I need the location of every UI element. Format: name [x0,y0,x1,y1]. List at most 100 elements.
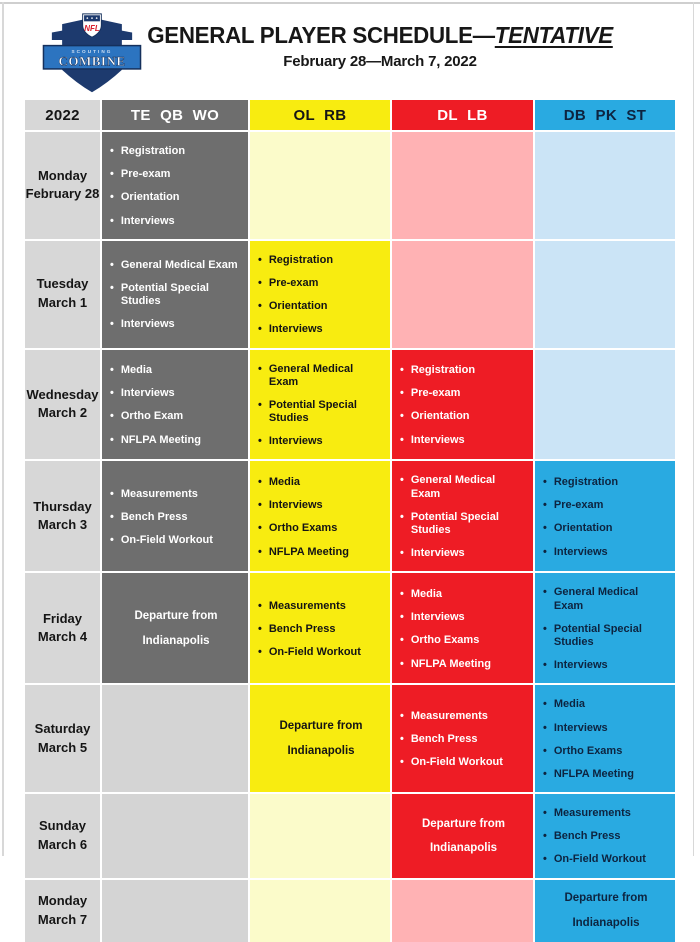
schedule-cell-dl_lb [392,132,533,239]
schedule-item-label: Registration [120,145,186,157]
bullet-icon [543,722,547,735]
date-cell: Wednesday March 2 [25,349,100,460]
schedule-item: General Medical Exam [400,474,527,500]
date-cell: Sunday March 6 [25,794,100,878]
schedule-item-label: Interviews [268,323,323,336]
bullet-icon [400,511,404,524]
schedule-item: Orientation [258,300,384,313]
schedule-item: Pre-exam [543,499,669,512]
schedule-item: General Medical Exam [110,259,242,272]
schedule-item-label: NFLPA Meeting [120,433,201,446]
bullet-icon [400,474,404,487]
bullet-icon [400,387,404,400]
schedule-item-label: Ortho Exam [120,410,184,423]
bullet-icon [258,277,262,290]
schedule-cell-ol_rb: Media Interviews Ortho Exams NFLPA Meeting [250,461,390,572]
nfl-combine-logo: SCOUTING COMBINE NFL [42,13,142,93]
date-day-label: Sunday [39,818,86,833]
bullet-icon [400,410,404,423]
bullet-icon [258,476,262,489]
page: SCOUTING COMBINE NFL GENERAL PLAYER SCHE… [0,0,700,858]
schedule-item-label: Pre-exam [120,168,171,181]
bullet-icon [110,488,114,501]
schedule-item-label: Interviews [268,435,323,448]
schedule-item-label: Registration [553,476,619,489]
schedule-item-label: Potential Special Studies [268,398,357,425]
schedule-item: Registration [543,476,669,489]
date-day-label: Tuesday [36,276,89,292]
date-value-label: March 2 [37,405,88,421]
page-subtitle: February 28—March 7, 2022 [283,53,477,70]
bullet-icon [110,410,114,423]
schedule-item: Registration [400,364,527,377]
schedule-item: Measurements [543,807,669,820]
date-value-label: March 4 [37,629,88,645]
page-title-emphasis: TENTATIVE [494,22,613,48]
schedule-item-label: NFLPA Meeting [410,657,491,670]
schedule-item: NFLPA Meeting [258,546,384,559]
schedule-cell-db_pk_st [535,349,675,460]
bullet-icon [400,710,404,723]
schedule-cell-ol_rb [250,794,390,878]
bullet-icon [258,363,262,376]
bullet-icon [543,768,547,781]
logo-scouting-text: SCOUTING [71,49,112,54]
schedule-item-label: On-Field Workout [268,645,361,658]
schedule-item: Interviews [543,722,669,735]
schedule-item-label: Bench Press [120,510,188,523]
schedule-item-label: Potential Special Studies [410,510,499,536]
bullet-icon [258,435,262,448]
nfl-text: NFL [84,24,100,33]
departure-note: Departure from Indianapolis [400,802,527,872]
schedule-item-label: Orientation [268,300,328,313]
schedule-item: Potential Special Studies [110,282,242,308]
schedule-item: NFLPA Meeting [543,768,669,781]
schedule-item-label: NFLPA Meeting [268,545,349,558]
bullet-icon [110,534,114,547]
bullet-icon [110,318,114,331]
logo-combine-text: COMBINE [58,54,125,69]
date-value-label: March 1 [37,295,88,311]
bullet-icon [543,853,547,866]
schedule-item-label: Media [410,587,443,600]
schedule-item: Interviews [543,659,669,672]
schedule-item-label: Interviews [553,545,608,558]
schedule-cell-db_pk_st [535,240,675,348]
schedule-cell-ol_rb: Registration Pre-exam Orientation Interview… [250,240,390,348]
schedule-cell-ol_rb [250,879,390,942]
bullet-icon [258,399,262,412]
schedule-item-label: Media [268,476,301,489]
bullet-icon [110,434,114,447]
bullet-icon [543,830,547,843]
schedule-cell-dl_lb: Measurements Bench Press On-Field Workout [392,685,533,793]
schedule-item: Interviews [258,323,384,336]
schedule-item-label: General Medical Exam [410,474,496,500]
schedule-item-label: On-Field Workout [553,853,646,866]
schedule-item: Media [110,364,242,377]
schedule-item: Measurements [400,710,527,723]
schedule-cell-ol_rb: Measurements Bench Press On-Field Workout [250,573,390,684]
schedule-cell-te_qb_wo: Measurements Bench Press On-Field Workout [102,461,248,572]
scan-border-top [0,2,700,4]
schedule-cell-ol_rb: Departure from Indianapolis [250,685,390,793]
schedule-item: Interviews [110,387,242,400]
schedule-item-label: Measurements [410,709,488,722]
bullet-icon [543,522,547,535]
schedule-cell-db_pk_st: Measurements Bench Press On-Field Workout [535,794,675,878]
schedule-item-label: Media [553,698,586,711]
date-cell: Monday February 28 [25,132,100,239]
schedule-item: Interviews [258,499,384,512]
schedule-cell-ol_rb: General Medical Exam Potential Special St… [250,349,390,460]
page-header: SCOUTING COMBINE NFL GENERAL PLAYER SCHE… [0,6,700,98]
header-text: GENERAL PLAYER SCHEDULE—TENTATIVE Februa… [130,22,630,70]
departure-note: Departure from Indianapolis [543,888,669,936]
schedule-item: Potential Special Studies [258,399,384,425]
departure-note: Departure from Indianapolis [110,581,242,677]
schedule-item-label: Interviews [120,387,175,400]
bullet-icon [543,659,547,672]
bullet-icon [258,323,262,336]
departure-line: Indianapolis [572,917,640,930]
schedule-cell-db_pk_st: Media Interviews Ortho Exams NFLPA Meeting [535,685,675,793]
schedule-item: Interviews [400,611,527,624]
schedule-cell-te_qb_wo: Registration Pre-exam Orientation Interview… [102,132,248,239]
